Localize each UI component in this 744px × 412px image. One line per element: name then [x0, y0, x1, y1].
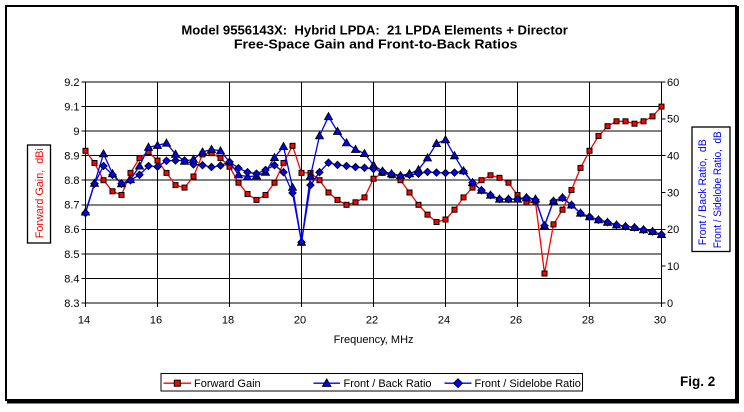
- svg-text:Model 9556143X: Hybrid LPDA:: Model 9556143X: Hybrid LPDA: 21 LPDA Ele…: [181, 23, 568, 38]
- svg-text:28: 28: [582, 314, 594, 326]
- svg-text:Forward Gain: Forward Gain: [194, 378, 261, 390]
- svg-text:40: 40: [667, 151, 679, 163]
- svg-text:8.8: 8.8: [64, 175, 79, 187]
- svg-text:20: 20: [667, 224, 679, 236]
- svg-text:30: 30: [654, 314, 666, 326]
- svg-text:16: 16: [150, 314, 162, 326]
- svg-text:8.3: 8.3: [64, 298, 79, 310]
- svg-text:30: 30: [667, 187, 679, 199]
- svg-text:Frequency, MHz: Frequency, MHz: [334, 334, 414, 346]
- svg-text:9.2: 9.2: [64, 77, 79, 89]
- svg-text:10: 10: [667, 261, 679, 273]
- svg-text:Free-Space Gain and Front-to-B: Free-Space Gain and Front-to-Back Ratios: [234, 36, 518, 51]
- svg-text:8.9: 8.9: [64, 151, 79, 163]
- svg-text:50: 50: [667, 114, 679, 126]
- svg-text:Front / Sidelobe Ratio: Front / Sidelobe Ratio: [475, 378, 581, 390]
- svg-text:Forward Gain, dBi: Forward Gain, dBi: [34, 148, 46, 238]
- svg-text:9: 9: [73, 126, 79, 138]
- svg-text:14: 14: [78, 314, 90, 326]
- svg-text:Front / Sidelobe Ratio, dB: Front / Sidelobe Ratio, dB: [712, 131, 724, 248]
- svg-text:20: 20: [294, 314, 306, 326]
- svg-text:26: 26: [510, 314, 522, 326]
- svg-text:0: 0: [667, 298, 673, 310]
- svg-text:Front / Back Ratio: Front / Back Ratio: [344, 378, 432, 390]
- svg-text:18: 18: [222, 314, 234, 326]
- svg-text:8.7: 8.7: [64, 200, 79, 212]
- svg-text:22: 22: [366, 314, 378, 326]
- svg-text:8.6: 8.6: [64, 224, 79, 236]
- svg-text:24: 24: [438, 314, 450, 326]
- svg-text:Front / Back Ratio, dB: Front / Back Ratio, dB: [697, 139, 709, 245]
- svg-text:9.1: 9.1: [64, 102, 79, 114]
- svg-text:8.4: 8.4: [64, 273, 79, 285]
- svg-text:60: 60: [667, 77, 679, 89]
- svg-text:8.5: 8.5: [64, 249, 79, 261]
- svg-text:Fig. 2: Fig. 2: [680, 374, 715, 389]
